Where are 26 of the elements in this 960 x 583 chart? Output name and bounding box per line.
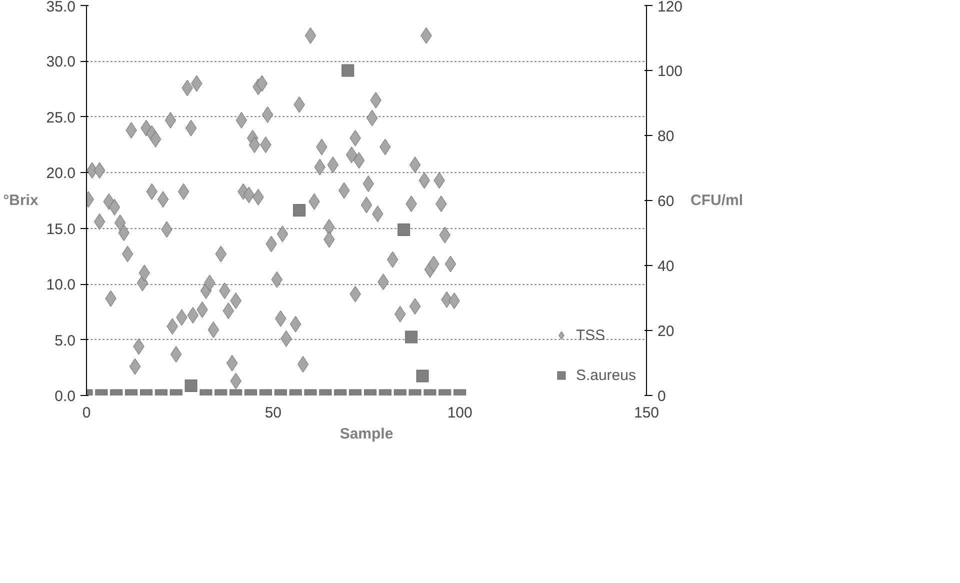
point — [293, 204, 306, 216]
y-tick-label: 5.0 — [54, 332, 76, 350]
y-tick-label: 10.0 — [46, 276, 76, 294]
y2-axis-title: CFU/ml — [690, 192, 744, 209]
legend-label: TSS — [576, 326, 606, 344]
x-tick-label: 150 — [634, 404, 660, 422]
y-tick-label: 15.0 — [46, 220, 76, 238]
y-axis-title: °Brix — [3, 192, 39, 209]
x-tick-label: 0 — [82, 404, 91, 422]
y-tick-label: 20.0 — [46, 165, 76, 182]
y2-tick-label: 100 — [658, 63, 683, 80]
y-tick-label: 25.0 — [46, 109, 76, 126]
legend-label: S.aureus — [576, 366, 636, 384]
y2-tick-label: 20 — [658, 323, 674, 340]
x-tick-label: 100 — [447, 404, 472, 422]
point — [398, 224, 410, 236]
y-tick-label: 0.0 — [54, 388, 76, 405]
y2-tick-label: 120 — [658, 0, 683, 16]
y2-tick-label: 60 — [658, 193, 674, 210]
y2-tick-label: 40 — [658, 258, 674, 275]
y2-tick-label: 0 — [658, 388, 666, 405]
x-tick-label: 50 — [264, 404, 282, 422]
x-axis-title: Sample — [340, 426, 394, 442]
y-tick-label: 35.0 — [46, 0, 76, 16]
y-tick-label: 30.0 — [46, 54, 76, 71]
y2-tick-label: 80 — [658, 128, 674, 145]
